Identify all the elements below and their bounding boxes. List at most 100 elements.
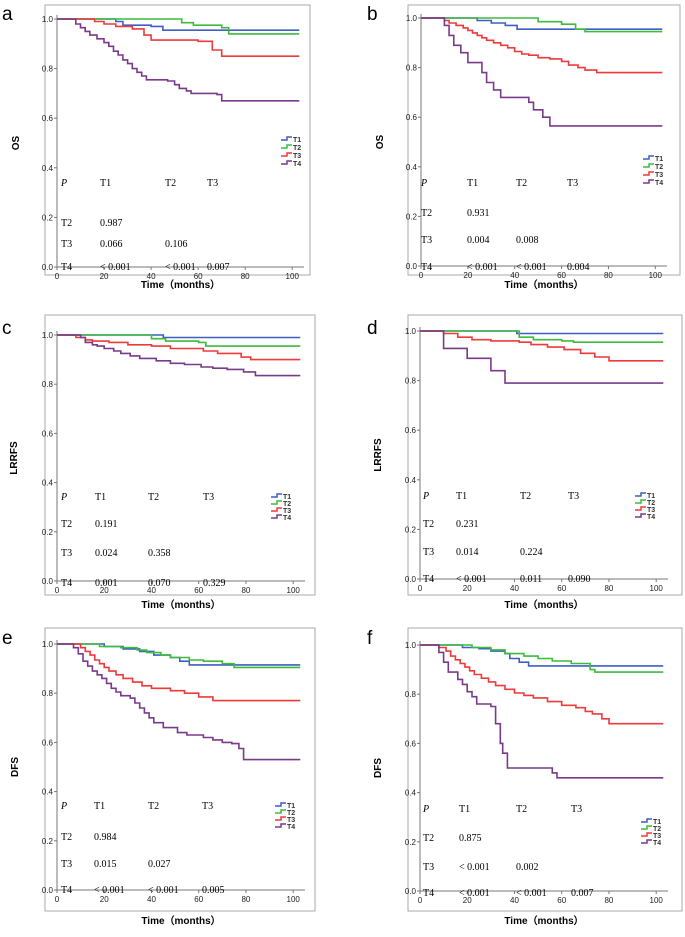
km-curve-t1 bbox=[420, 644, 664, 667]
y-tick-label: 0.2 bbox=[406, 212, 418, 221]
km-curve-t3 bbox=[57, 334, 301, 361]
panel-c: c 0.0 0.2 0.4 0.6 0.8 1.0 0 20 40 60 80 100 Time（mont… bbox=[2, 314, 316, 611]
p-value: 0.070 bbox=[148, 578, 171, 589]
x-tick-label: 80 bbox=[241, 895, 250, 904]
legend-swatch-t1 bbox=[643, 155, 654, 160]
table-row-header: T4 bbox=[61, 578, 72, 589]
y-tick-label: 0.0 bbox=[406, 262, 418, 271]
km-curve-t4 bbox=[420, 330, 664, 384]
x-tick-label: 0 bbox=[419, 271, 424, 280]
legend-label-t4: T4 bbox=[293, 161, 301, 168]
p-value: 0.027 bbox=[148, 859, 171, 870]
y-tick-label: 0.2 bbox=[42, 528, 54, 537]
x-tick-label: 60 bbox=[557, 896, 566, 905]
p-value: < 0.001 bbox=[467, 262, 498, 273]
table-row-header: T3 bbox=[421, 235, 432, 246]
panel-b: b 0.0 0.2 0.4 0.6 0.8 1.0 0 20 40 60 80 100 Time（mont… bbox=[367, 4, 681, 291]
plot-frame bbox=[407, 4, 681, 276]
table-col-header: T1 bbox=[100, 178, 111, 189]
x-tick-label: 100 bbox=[650, 584, 664, 593]
p-value: 0.987 bbox=[100, 218, 123, 229]
table-row-header: T4 bbox=[423, 888, 434, 899]
legend-swatch-t2 bbox=[641, 825, 652, 830]
km-curve-t3 bbox=[57, 18, 300, 57]
table-row-header: T3 bbox=[423, 547, 434, 558]
y-axis-label: DFS bbox=[373, 758, 384, 778]
p-value: 0.015 bbox=[94, 859, 117, 870]
plot-frame bbox=[44, 627, 316, 912]
table-p-header: P bbox=[422, 804, 429, 815]
km-curve-t2 bbox=[420, 330, 664, 343]
panel-letter: b bbox=[367, 4, 378, 25]
table-row-header: T2 bbox=[61, 218, 72, 229]
y-tick-label: 1.0 bbox=[405, 327, 417, 336]
y-tick-label: 0.2 bbox=[405, 838, 417, 847]
x-tick-label: 20 bbox=[100, 895, 109, 904]
x-tick-label: 20 bbox=[463, 896, 472, 905]
table-col-header: T2 bbox=[520, 491, 531, 502]
panel-letter: e bbox=[2, 628, 13, 649]
legend-swatch-t3 bbox=[281, 152, 292, 157]
table-col-header: T3 bbox=[207, 178, 218, 189]
legend-label-t2: T2 bbox=[655, 164, 663, 171]
x-tick-label: 100 bbox=[286, 272, 300, 281]
km-curve-t4 bbox=[420, 644, 664, 779]
p-value: 0.106 bbox=[165, 239, 188, 250]
y-tick-label: 0.8 bbox=[406, 64, 418, 73]
table-p-header: P bbox=[60, 801, 67, 812]
x-tick-label: 20 bbox=[463, 271, 472, 280]
legend-swatch-t2 bbox=[643, 163, 654, 168]
legend-swatch-t4 bbox=[643, 179, 654, 184]
p-value: 0.931 bbox=[467, 208, 490, 219]
p-value: 0.066 bbox=[100, 239, 123, 250]
legend-swatch-t2 bbox=[275, 809, 286, 814]
p-value: 0.007 bbox=[571, 888, 594, 899]
p-value: < 0.001 bbox=[516, 262, 547, 273]
panel-letter: a bbox=[2, 4, 13, 25]
legend-label-t3: T3 bbox=[655, 172, 663, 179]
x-tick-label: 100 bbox=[649, 271, 663, 280]
table-row-header: T4 bbox=[421, 262, 432, 273]
y-tick-label: 0.0 bbox=[405, 575, 417, 584]
table-row-header: T2 bbox=[61, 832, 72, 843]
table-row-header: T2 bbox=[423, 833, 434, 844]
legend-label-t2: T2 bbox=[293, 145, 301, 152]
y-tick-label: 0.8 bbox=[405, 377, 417, 386]
p-value: 0.024 bbox=[95, 548, 118, 559]
legend-label-t1: T1 bbox=[293, 137, 301, 144]
y-axis-label: DFS bbox=[10, 757, 21, 777]
x-tick-label: 40 bbox=[147, 895, 156, 904]
p-value: 0.008 bbox=[516, 235, 539, 246]
x-tick-label: 40 bbox=[147, 586, 156, 595]
panel-f: f 0.0 0.2 0.4 0.6 0.8 1.0 0 20 40 60 80 100 Time（mont… bbox=[367, 627, 683, 927]
x-tick-label: 80 bbox=[241, 586, 250, 595]
x-axis-label: Time（months） bbox=[141, 278, 220, 291]
legend-label-t1: T1 bbox=[653, 819, 661, 826]
y-tick-label: 0.6 bbox=[405, 739, 417, 748]
table-col-header: T1 bbox=[459, 804, 470, 815]
table-p-header: P bbox=[60, 492, 67, 503]
x-tick-label: 40 bbox=[510, 584, 519, 593]
table-col-header: T1 bbox=[94, 801, 105, 812]
table-col-header: T3 bbox=[203, 492, 214, 503]
x-tick-label: 100 bbox=[650, 896, 664, 905]
y-tick-label: 0.4 bbox=[42, 164, 54, 173]
y-tick-label: 0.4 bbox=[406, 163, 418, 172]
legend-label-t4: T4 bbox=[287, 824, 295, 831]
panel-e: e 0.0 0.2 0.4 0.6 0.8 1.0 0 20 40 60 80 100 Time（mont… bbox=[2, 627, 316, 927]
table-col-header: T3 bbox=[202, 801, 213, 812]
legend-swatch-t4 bbox=[275, 823, 286, 828]
plot-frame bbox=[44, 4, 311, 276]
x-tick-label: 60 bbox=[194, 586, 203, 595]
p-value: < 0.001 bbox=[94, 885, 125, 896]
y-axis-label: OS bbox=[11, 135, 22, 150]
km-curve-t3 bbox=[421, 17, 663, 74]
legend-label-t3: T3 bbox=[647, 507, 655, 514]
p-value: 0.984 bbox=[94, 832, 117, 843]
plot-frame bbox=[44, 314, 316, 596]
legend-label-t3: T3 bbox=[283, 508, 291, 515]
km-curve-t2 bbox=[57, 334, 301, 347]
legend-label-t3: T3 bbox=[653, 833, 661, 840]
x-tick-label: 60 bbox=[557, 584, 566, 593]
